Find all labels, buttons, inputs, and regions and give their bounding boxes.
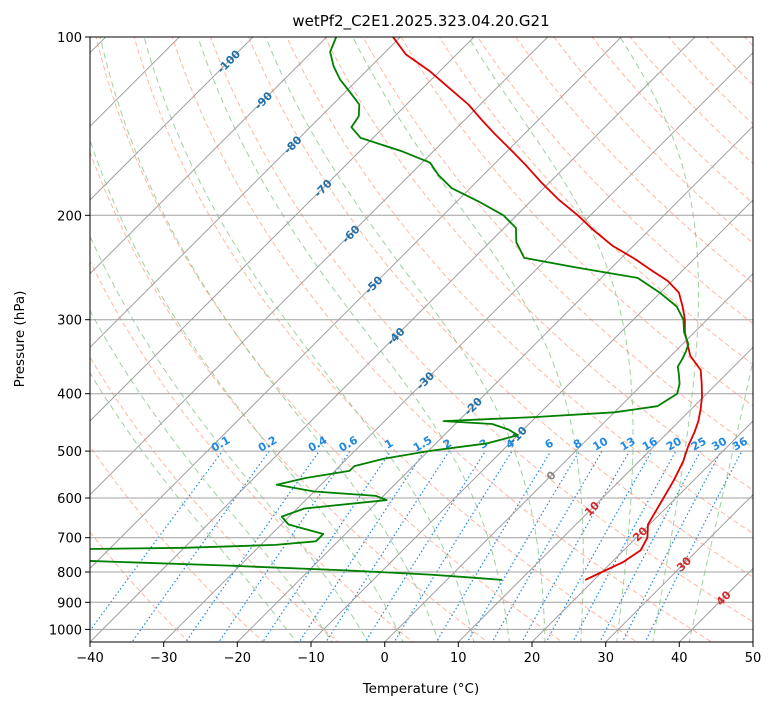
dry-adiabat-line — [362, 37, 753, 449]
dewpoint-profile-line — [90, 37, 690, 581]
dry-adiabat-line — [248, 37, 753, 578]
moist-adiabat-line — [99, 37, 440, 642]
dry-adiabat-line — [400, 37, 753, 407]
isotherm-line — [90, 37, 475, 422]
temperature-profile-line — [392, 37, 703, 581]
x-tick-label: −10 — [297, 651, 324, 666]
dry-adiabat-line — [324, 37, 753, 491]
moist-adiabat-line — [619, 37, 699, 642]
isotherm-line — [90, 37, 402, 349]
dry-adiabat-line — [171, 37, 713, 642]
moist-adiabat-line — [90, 235, 369, 642]
isotherm-lines — [90, 37, 753, 642]
y-tick-label: 600 — [57, 492, 82, 507]
x-axis-ticks: −40 −30 −20 −10 0 10 20 30 40 50 — [76, 642, 761, 666]
isotherm-line — [531, 420, 753, 642]
y-tick-label: 100 — [57, 31, 82, 46]
x-tick-label: −20 — [224, 651, 251, 666]
y-tick-label: 700 — [57, 532, 82, 547]
dry-adiabat-line — [90, 356, 340, 642]
moist-adiabat-line — [90, 309, 333, 642]
x-tick-label: 40 — [671, 651, 688, 666]
moist-adiabat-line — [197, 37, 510, 642]
y-tick-label: 500 — [57, 445, 82, 460]
x-tick-label: 20 — [524, 651, 541, 666]
moist-adiabat-line — [467, 37, 634, 642]
x-tick-label: 50 — [745, 651, 762, 666]
pressure-gridlines — [90, 37, 753, 630]
y-tick-label: 400 — [57, 388, 82, 403]
isotherm-line — [90, 37, 328, 275]
isotherm-line — [457, 346, 753, 642]
x-tick-label: 10 — [450, 651, 467, 666]
moist-adiabats — [90, 37, 753, 642]
y-tick-label: 300 — [57, 314, 82, 329]
dry-adiabat-line — [133, 37, 638, 642]
isotherm-line — [162, 51, 753, 642]
y-tick-label: 800 — [57, 566, 82, 581]
moist-adiabat-line — [352, 37, 584, 642]
x-tick-label: −40 — [76, 651, 103, 666]
y-tick-label: 200 — [57, 209, 82, 224]
dry-adiabat-line — [95, 37, 564, 642]
profile-series — [90, 37, 703, 581]
isotherm-line — [604, 493, 753, 642]
x-axis-label: Temperature (°C) — [362, 681, 480, 697]
moist-adiabat-line — [90, 371, 297, 642]
moist-adiabat-line — [265, 37, 546, 642]
x-tick-label: 30 — [597, 651, 614, 666]
chart-title: wetPf2_C2E1.2025.323.04.20.G21 — [292, 12, 549, 31]
isotherm-line — [90, 37, 254, 201]
isotherm-line — [236, 125, 753, 642]
x-tick-label: −30 — [150, 651, 177, 666]
isotherm-line — [90, 37, 696, 642]
y-axis-label: Pressure (hPa) — [12, 291, 28, 388]
x-tick-label: 0 — [381, 651, 389, 666]
y-axis-ticks: 100 200 300 400 500 600 700 800 900 1000 — [49, 31, 90, 638]
dry-adiabat-line — [90, 531, 190, 642]
y-tick-label: 900 — [57, 596, 82, 611]
dry-adiabat-line — [90, 445, 265, 642]
y-tick-label: 1000 — [49, 623, 82, 638]
dry-adiabat-line — [90, 259, 414, 642]
moist-adiabat-line — [688, 358, 753, 642]
isotherm-line — [90, 37, 549, 496]
dry-adiabat-line — [286, 37, 753, 534]
moist-adiabat-line — [143, 37, 475, 642]
isotherm-line — [310, 199, 753, 642]
isotherm-line — [383, 272, 753, 642]
plot-frame — [89, 36, 754, 643]
dry-adiabat-line — [209, 37, 753, 623]
